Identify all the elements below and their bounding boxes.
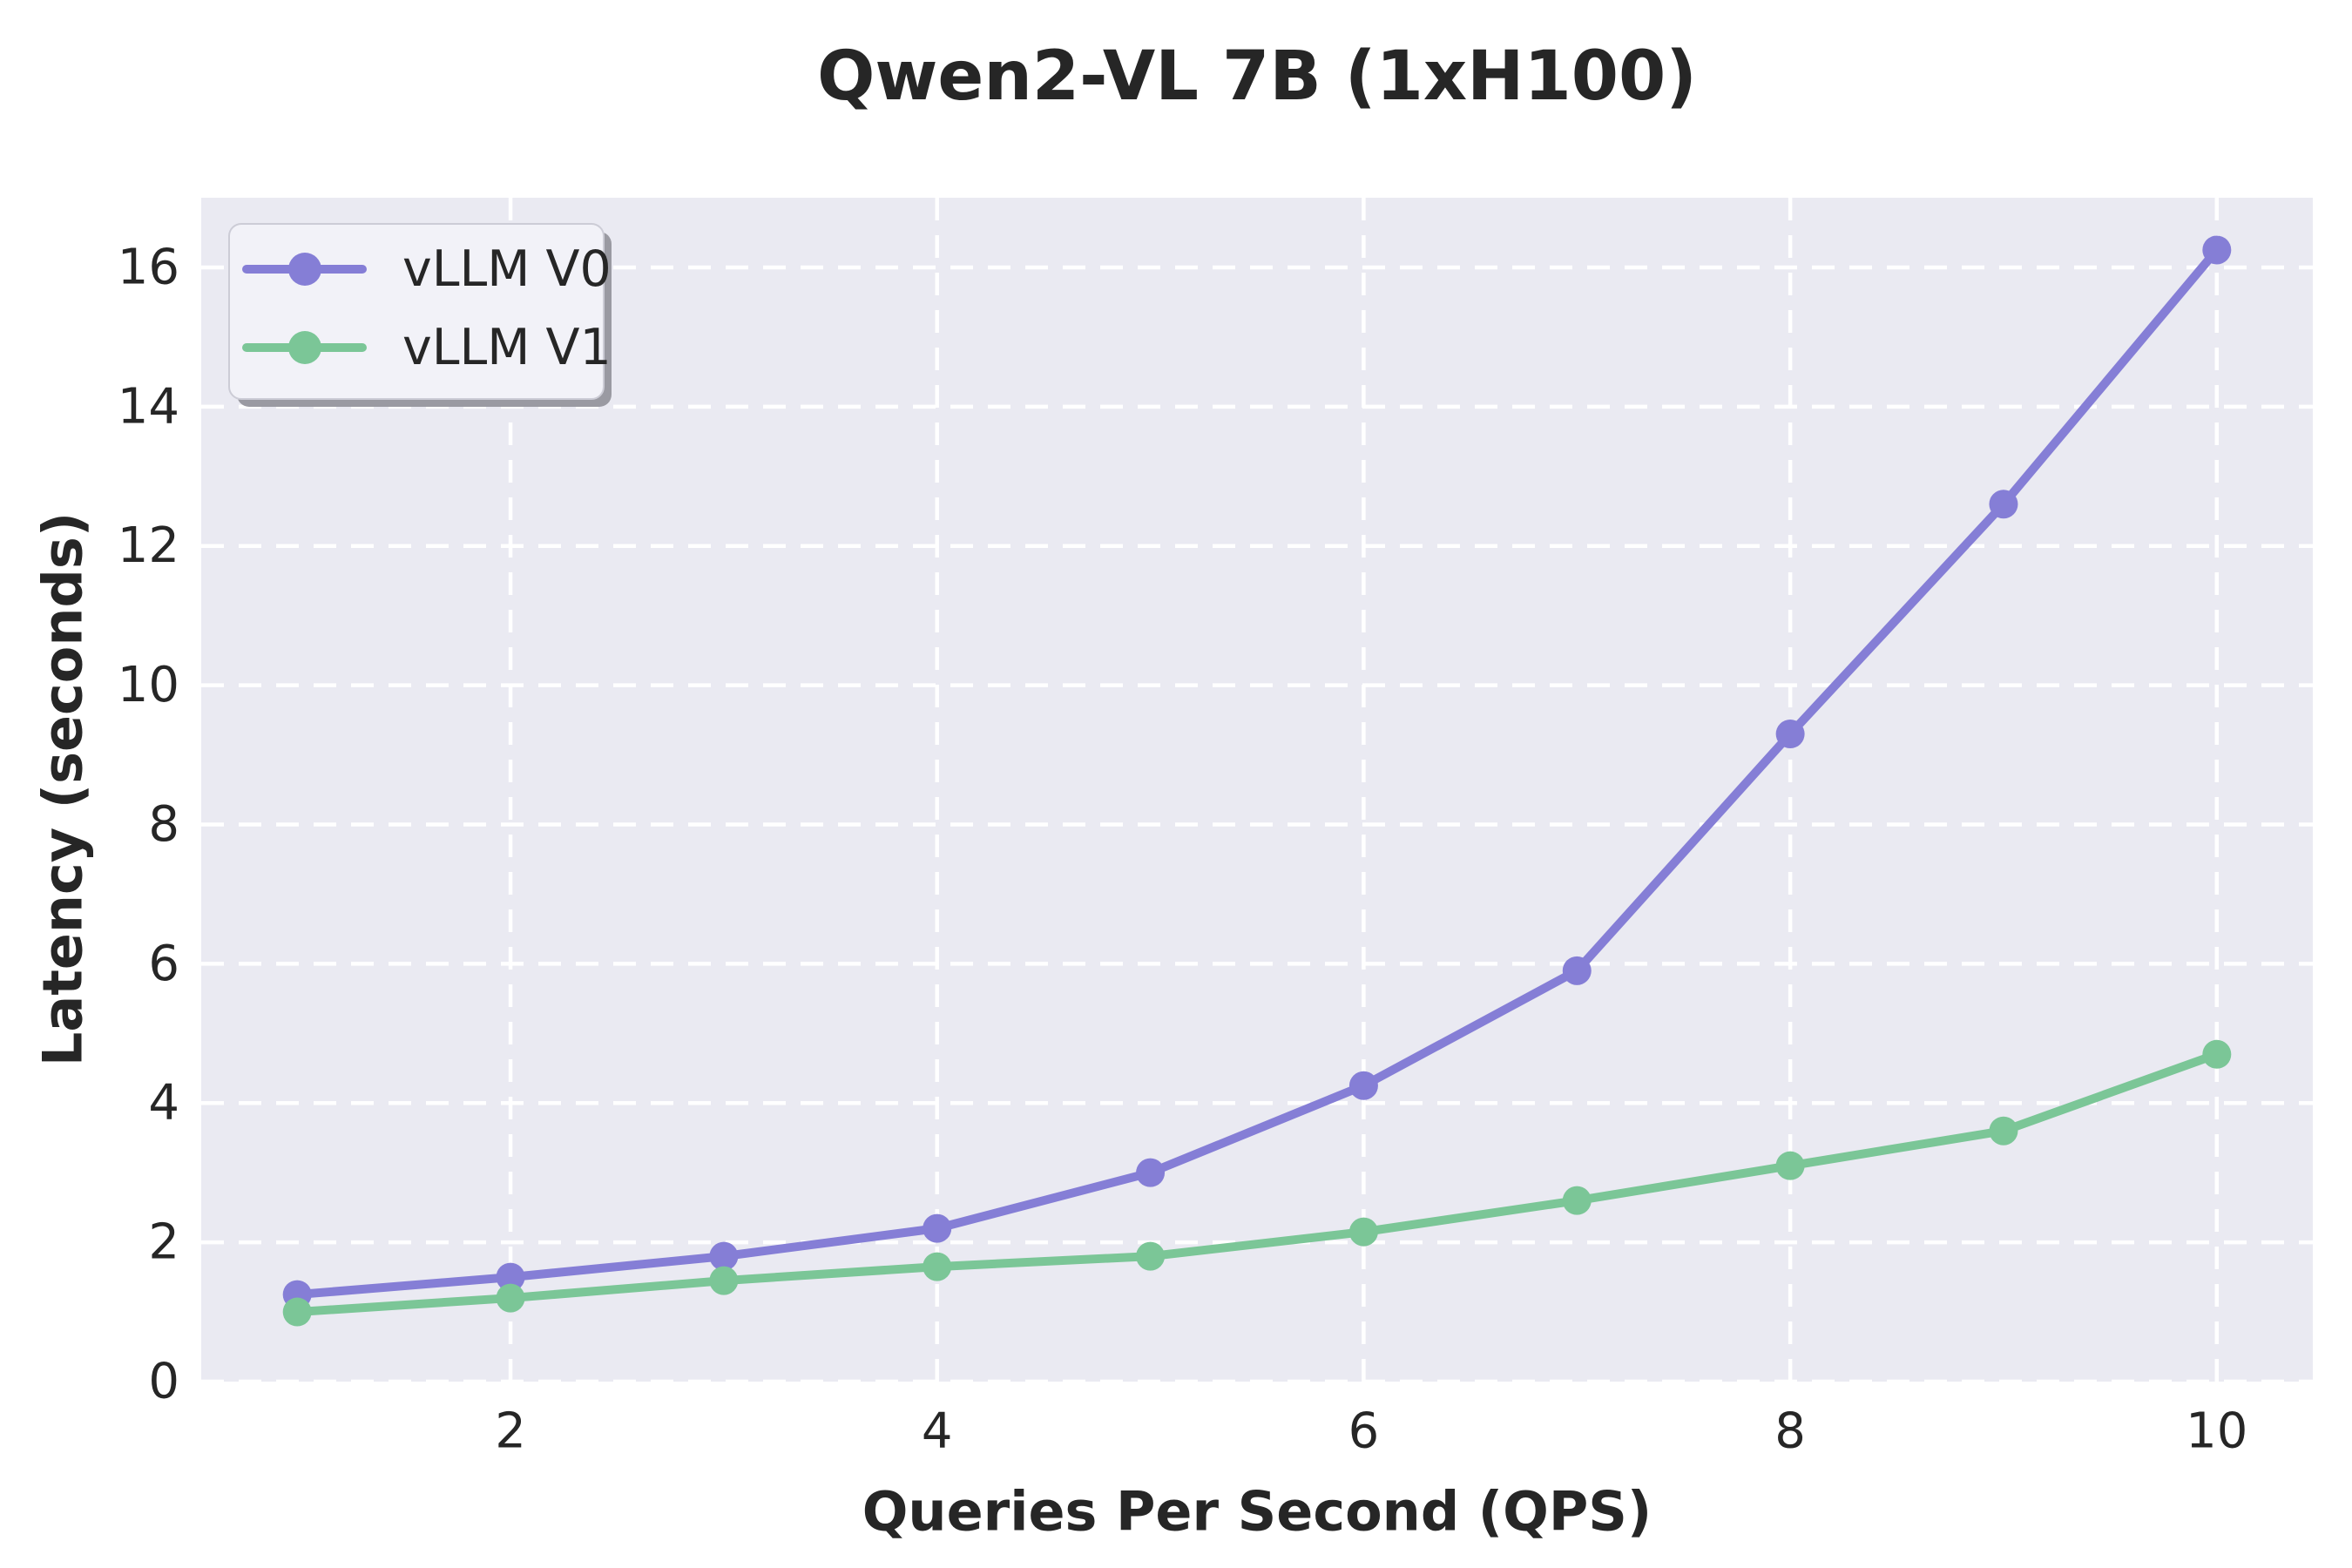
data-point-vllm-v1-q9: [1989, 1116, 2018, 1146]
y-tick-label-14: 14: [118, 378, 179, 435]
chart-title: Qwen2-VL 7B (1xH100): [817, 37, 1697, 116]
x-tick-label-10: 10: [2186, 1403, 2247, 1460]
y-tick-label-12: 12: [118, 517, 179, 574]
series-line-vllm-v1: [293, 1050, 2221, 1317]
x-tick-labels: 2 4 6 8 10: [495, 1403, 2247, 1460]
data-point-vllm-v0-q2: [496, 1262, 525, 1292]
x-axis-label: Queries Per Second (QPS): [862, 1480, 1652, 1544]
legend-label-vllm-v1: vLLM V1: [402, 319, 612, 376]
data-point-vllm-v1-q10: [2202, 1039, 2232, 1069]
data-point-vllm-v0-q4: [923, 1213, 952, 1243]
y-tick-label-0: 0: [148, 1354, 179, 1410]
data-point-vllm-v0-q8: [1775, 720, 1805, 749]
data-point-vllm-v1-q1: [282, 1297, 312, 1327]
legend-entry-vllm-v0: vLLM V0: [242, 240, 612, 298]
y-tick-label-4: 4: [148, 1075, 179, 1132]
data-point-vllm-v0-q9: [1989, 490, 2018, 519]
data-point-vllm-v1-q6: [1348, 1217, 1378, 1247]
data-point-vllm-v1-q7: [1562, 1186, 1592, 1215]
legend-marker-vllm-v1: [288, 331, 321, 364]
legend-label-vllm-v0: vLLM V0: [402, 240, 612, 298]
data-point-vllm-v1-q8: [1775, 1151, 1805, 1180]
y-tick-label-8: 8: [148, 796, 179, 853]
y-tick-label-16: 16: [118, 239, 179, 295]
data-point-vllm-v1-q4: [923, 1252, 952, 1281]
legend-entry-vllm-v1: vLLM V1: [242, 319, 612, 376]
data-point-vllm-v1-q3: [709, 1266, 739, 1295]
data-point-vllm-v0-q3: [709, 1241, 739, 1271]
x-tick-label-6: 6: [1348, 1403, 1380, 1460]
series-line-vllm-v0: [293, 245, 2221, 1300]
y-tick-label-2: 2: [148, 1214, 179, 1271]
data-point-vllm-v1-q5: [1136, 1241, 1166, 1271]
data-point-vllm-v1-q2: [496, 1283, 525, 1313]
x-tick-label-8: 8: [1774, 1403, 1806, 1460]
x-tick-label-4: 4: [922, 1403, 953, 1460]
legend: vLLM V0 vLLM V1: [228, 223, 612, 407]
y-tick-label-10: 10: [118, 657, 179, 713]
data-point-vllm-v0-q7: [1562, 956, 1592, 985]
legend-marker-vllm-v0: [288, 253, 321, 286]
x-tick-label-2: 2: [495, 1403, 526, 1460]
data-point-vllm-v0-q5: [1136, 1158, 1166, 1187]
data-point-vllm-v0-q6: [1348, 1071, 1378, 1100]
y-tick-labels: 0 2 4 6 8 10 12 14 16: [118, 239, 179, 1409]
y-tick-label-6: 6: [148, 936, 179, 992]
series-lines: [282, 235, 2232, 1327]
data-point-vllm-v0-q10: [2202, 235, 2232, 265]
y-axis-label: Latency (seconds): [31, 512, 95, 1066]
